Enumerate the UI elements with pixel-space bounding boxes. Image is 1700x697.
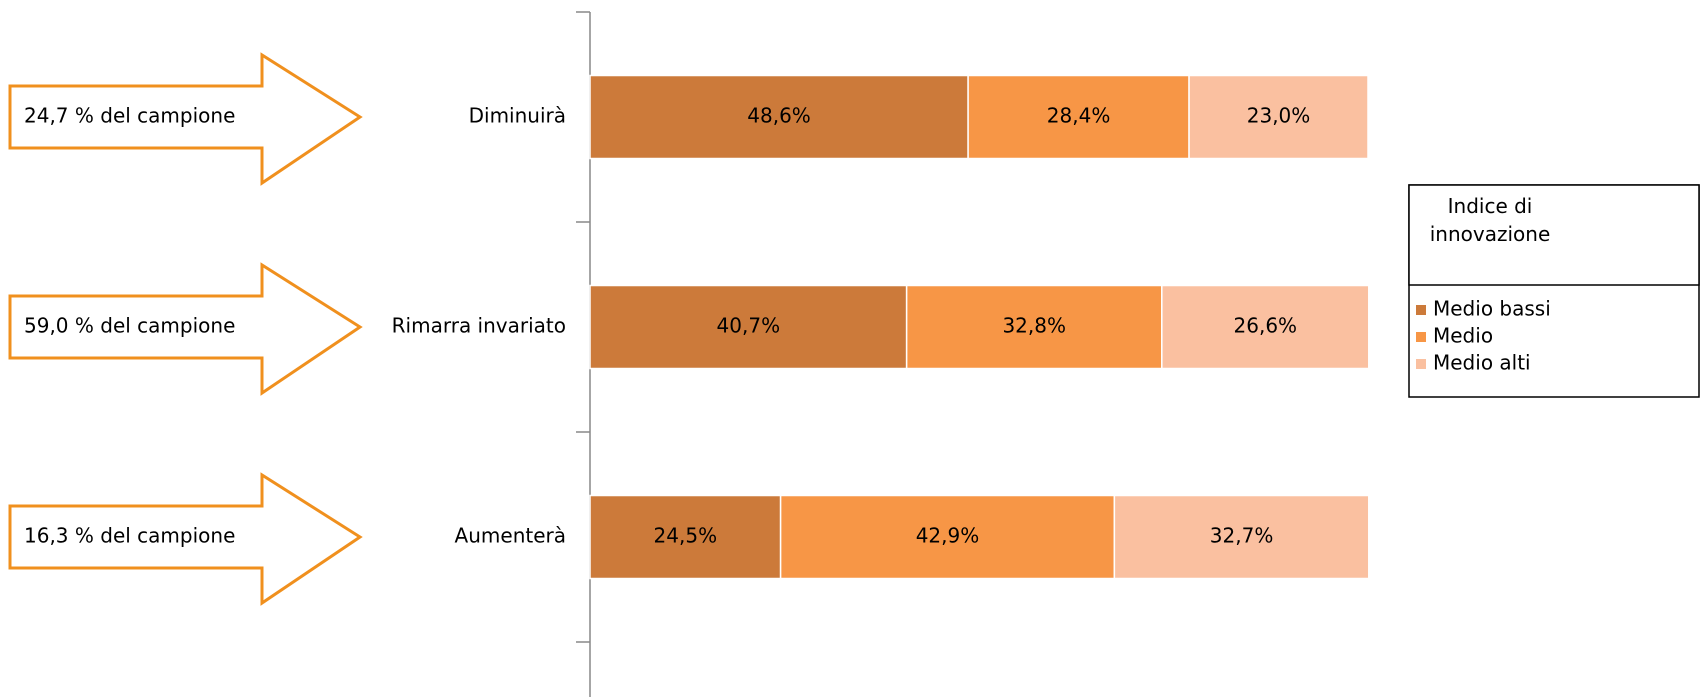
bar-segment [779,494,1116,580]
value-label: 32,7% [1210,524,1274,548]
annotation: 24,7 % del campione [24,104,235,128]
bar-segment [967,74,1190,160]
bar-segment [589,494,782,580]
legend-title-wrap: Indice di innovazione [1429,194,1551,246]
category-label: Diminuirà [469,104,566,128]
legend-swatch [1416,359,1426,369]
bar-segment [589,74,969,160]
bar-segment [905,284,1163,370]
legend-title-box [1408,184,1700,286]
value-label: 23,0% [1247,104,1311,128]
legend-label: Medio [1433,324,1493,348]
legend-label: Medio alti [1433,351,1531,375]
value-label: 40,7% [717,314,781,338]
bar-segment [589,284,908,370]
value-label: 42,9% [916,524,980,548]
bar-segment [1161,284,1370,370]
value-label: 48,6% [747,104,811,128]
value-label: 28,4% [1047,104,1111,128]
bar-segment [1113,494,1370,580]
annotation-arrow [8,262,363,396]
value-label: 24,5% [654,524,718,548]
annotation-arrow [8,52,363,186]
legend-label: Medio bassi [1433,297,1551,321]
category-label: Aumenterà [455,524,566,548]
legend-title: Indice di innovazione [1429,194,1551,246]
annotation: 16,3 % del campione [24,524,235,548]
value-label: 26,6% [1234,314,1298,338]
annotation: 59,0 % del campione [24,314,235,338]
value-label: 32,8% [1002,314,1066,338]
legend-swatch [1416,332,1426,342]
annotation-arrow [8,472,363,606]
category-label: Rimarra invariato [392,314,566,338]
legend-swatch [1416,305,1426,315]
bar-segment [1188,74,1369,160]
